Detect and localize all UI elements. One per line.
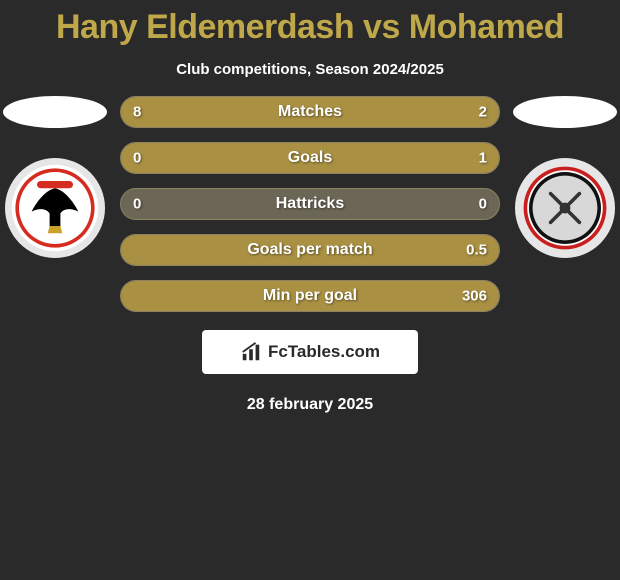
comparison-layout: Matches82Goals01Hattricks00Goals per mat… xyxy=(0,96,620,312)
stat-label: Hattricks xyxy=(121,195,499,213)
stat-value-right: 0 xyxy=(479,196,487,213)
stat-bar: Min per goal306 xyxy=(120,280,500,312)
stat-label: Matches xyxy=(121,103,499,121)
fctables-label: FcTables.com xyxy=(268,342,380,362)
stat-bars: Matches82Goals01Hattricks00Goals per mat… xyxy=(120,96,500,312)
chart-icon xyxy=(240,341,262,363)
stat-label: Min per goal xyxy=(121,287,499,305)
left-player-column xyxy=(0,96,110,258)
stat-value-right: 0.5 xyxy=(466,242,487,259)
stat-value-right: 306 xyxy=(462,288,487,305)
al-ahly-crest-icon xyxy=(10,163,100,253)
stat-bar: Hattricks0 0 xyxy=(120,188,500,220)
fctables-link[interactable]: FcTables.com xyxy=(202,330,418,374)
stat-bar: Goals per match0.5 xyxy=(120,234,500,266)
left-team-crest xyxy=(5,158,105,258)
snapshot-date: 28 february 2025 xyxy=(0,396,620,414)
right-player-column xyxy=(510,96,620,258)
stat-value-left: 0 xyxy=(133,150,141,167)
stat-value-left: 8 xyxy=(133,104,141,121)
right-team-crest xyxy=(515,158,615,258)
stat-bar: Goals0 1 xyxy=(120,142,500,174)
stat-label: Goals per match xyxy=(121,241,499,259)
stat-label: Goals xyxy=(121,149,499,167)
stat-bar: Matches8 2 xyxy=(120,96,500,128)
page-title: Hany Eldemerdash vs Mohamed xyxy=(0,0,620,47)
tala-ea-el-gaish-crest-icon xyxy=(520,163,610,253)
stat-value-right: 1 xyxy=(479,150,487,167)
stat-value-left: 0 xyxy=(133,196,141,213)
page-subtitle: Club competitions, Season 2024/2025 xyxy=(0,61,620,78)
left-player-photo-slot xyxy=(3,96,107,128)
stat-value-right: 2 xyxy=(479,104,487,121)
right-player-photo-slot xyxy=(513,96,617,128)
